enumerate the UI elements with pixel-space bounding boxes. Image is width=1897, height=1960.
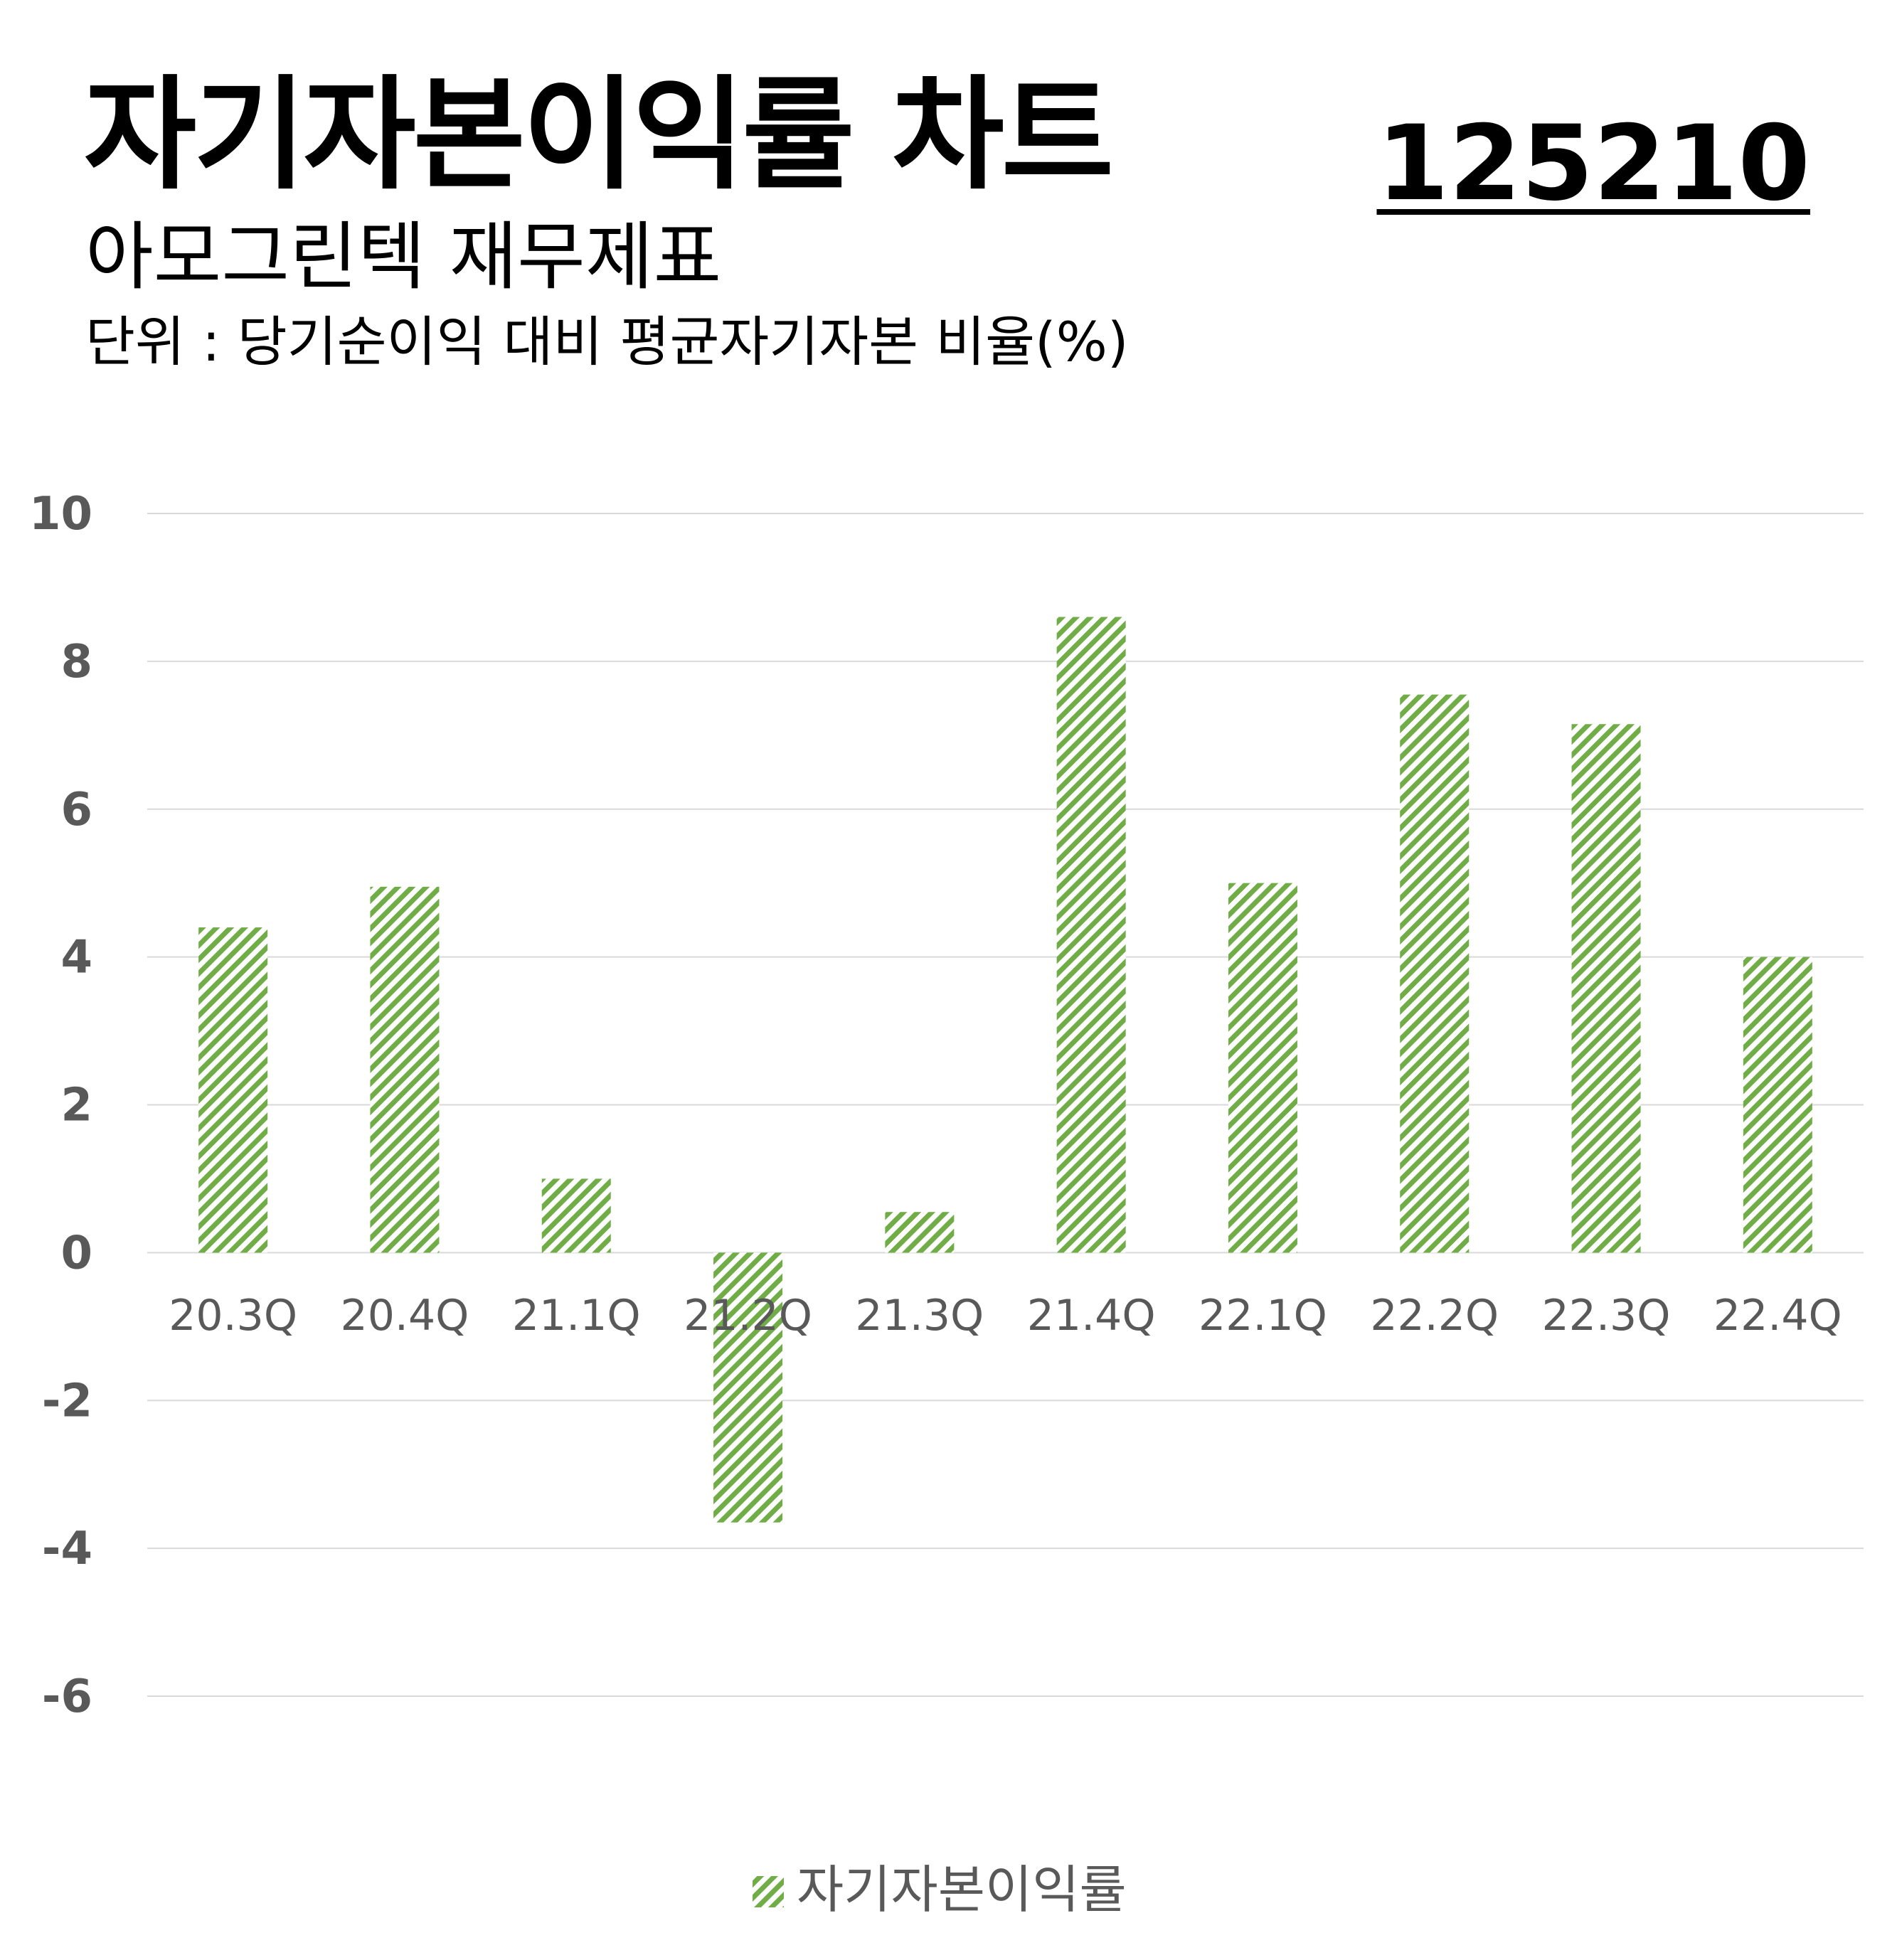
legend: 자기자본이익률 — [753, 1860, 1127, 1919]
x-tick-label: 20.4Q — [341, 1291, 469, 1341]
y-tick-label: -6 — [42, 1671, 92, 1723]
bar-21.1Q — [541, 1178, 611, 1253]
x-tick-label: 20.3Q — [169, 1291, 297, 1341]
y-tick-label: 4 — [60, 932, 92, 984]
gridlines — [147, 513, 1864, 1697]
y-tick-label: 6 — [60, 784, 92, 836]
y-tick-label: 0 — [60, 1227, 92, 1279]
x-axis-ticks: 20.3Q 20.4Q 21.1Q 21.2Q 21.3Q 21.4Q 22.1Q 22.2Q… — [169, 1291, 1842, 1341]
x-tick-label: 22.3Q — [1542, 1291, 1671, 1341]
bars — [198, 617, 1812, 1523]
x-tick-label: 21.3Q — [855, 1291, 984, 1341]
x-tick-label: 21.1Q — [512, 1291, 641, 1341]
bar-21.2Q — [713, 1252, 783, 1523]
y-tick-label: -2 — [42, 1375, 92, 1427]
x-tick-label: 21.2Q — [684, 1291, 812, 1341]
y-tick-label: -4 — [42, 1523, 92, 1575]
unit-note: 단위 : 당기순이익 대비 평균자기자본 비율(%) — [85, 310, 1129, 373]
bar-21.4Q — [1056, 617, 1126, 1253]
bar-22.1Q — [1228, 883, 1297, 1253]
x-tick-label: 22.4Q — [1713, 1291, 1842, 1341]
x-tick-label: 21.4Q — [1027, 1291, 1156, 1341]
x-tick-label: 22.2Q — [1370, 1291, 1499, 1341]
bar-21.3Q — [885, 1212, 955, 1253]
page-title: 자기자본이익률 차트 — [84, 63, 1114, 206]
y-tick-label: 8 — [60, 636, 92, 688]
legend-label: 자기자본이익률 — [797, 1860, 1127, 1919]
y-tick-label: 2 — [60, 1080, 92, 1132]
page-subtitle: 아모그린텍 재무제표 — [85, 213, 722, 300]
bar-22.3Q — [1571, 724, 1641, 1253]
ticker-code[interactable]: 125210 — [1376, 103, 1810, 224]
bar-22.2Q — [1400, 694, 1470, 1253]
legend-swatch — [753, 1876, 784, 1907]
bar-22.4Q — [1743, 957, 1812, 1253]
y-axis-ticks: 10 8 6 4 2 0 -2 -4 -6 — [29, 488, 92, 1723]
x-tick-label: 22.1Q — [1199, 1291, 1327, 1341]
bar-20.4Q — [370, 886, 440, 1253]
bar-20.3Q — [198, 927, 268, 1253]
y-tick-label: 10 — [29, 488, 92, 540]
